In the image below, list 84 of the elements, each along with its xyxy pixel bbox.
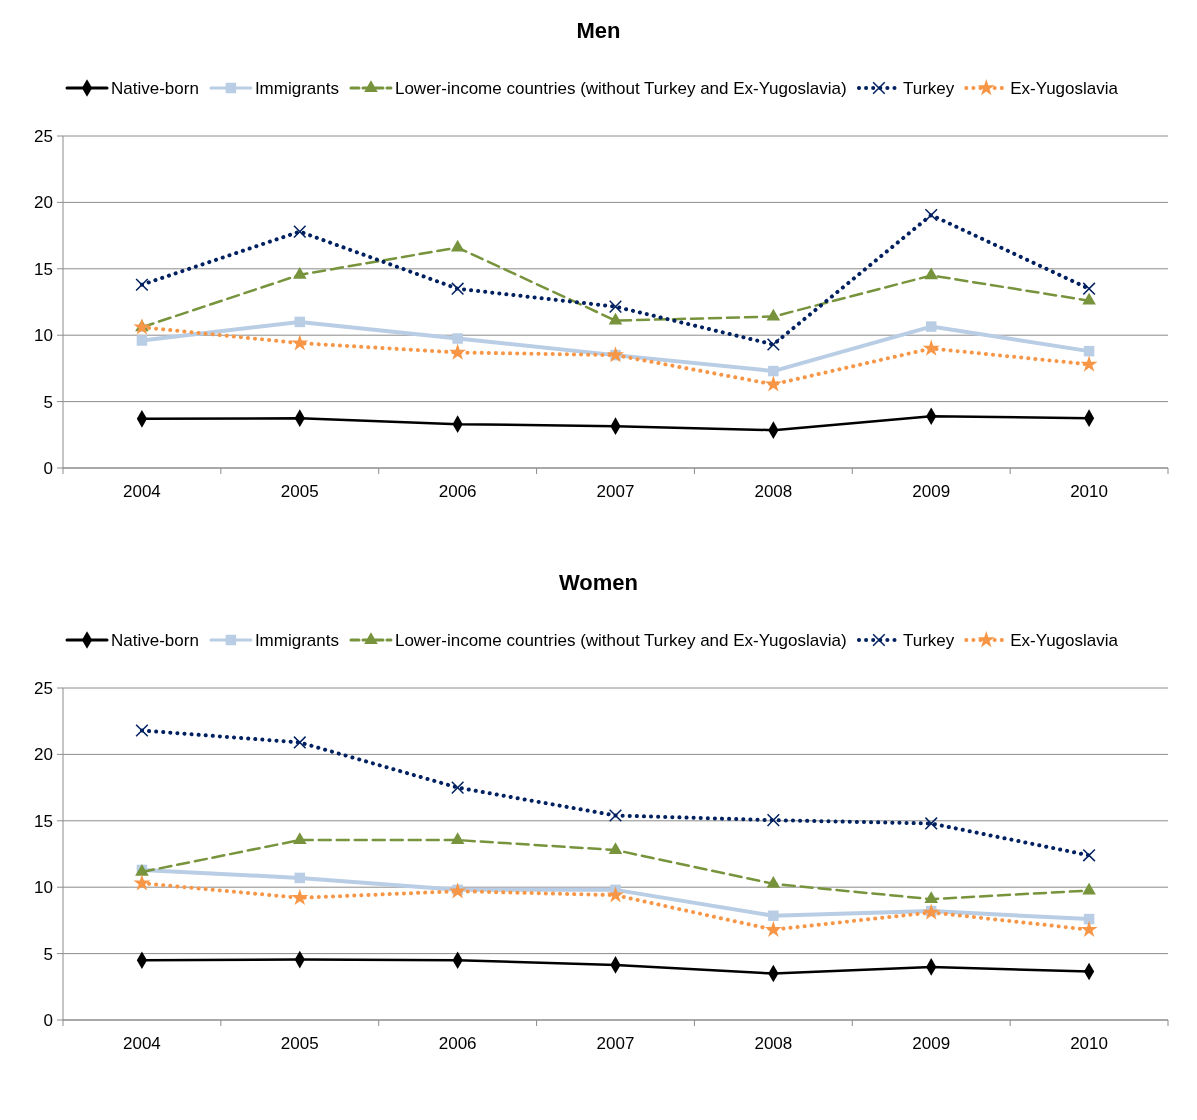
x-tick-label: 2006 [438, 1034, 477, 1053]
point [1082, 292, 1096, 305]
point [764, 375, 782, 392]
legend-label: Ex-Yugoslavia [1010, 630, 1119, 650]
point [768, 365, 779, 377]
x-tick-label: 2004 [123, 1034, 161, 1053]
x-tick-label: 2004 [123, 482, 161, 501]
y-tick-label: 20 [34, 193, 53, 213]
legend-label: Immigrants [254, 78, 339, 98]
point [449, 343, 467, 360]
point [1082, 848, 1096, 862]
x-tick-label: 2009 [912, 1034, 951, 1053]
point [924, 208, 938, 222]
point [606, 886, 625, 903]
point [294, 872, 306, 884]
x-tick-label: 2006 [438, 482, 477, 501]
point [1082, 282, 1096, 296]
chart-title: Men [576, 18, 621, 43]
point [451, 781, 465, 795]
x-tick-label: 2009 [912, 482, 951, 501]
y-tick-label: 15 [34, 811, 53, 831]
point [1083, 345, 1095, 357]
y-tick-label: 25 [34, 678, 53, 698]
point [292, 832, 307, 844]
legend-label: Turkey [902, 78, 955, 98]
point [1080, 355, 1098, 372]
point [766, 876, 781, 888]
x-tick-label: 2008 [754, 1034, 793, 1053]
point [1082, 882, 1096, 895]
point [293, 225, 307, 239]
y-tick-label: 0 [43, 1010, 53, 1030]
point [606, 346, 625, 363]
point [768, 910, 779, 921]
x-tick-label: 2008 [754, 482, 793, 501]
point [608, 808, 623, 823]
point [292, 266, 307, 279]
point [294, 316, 306, 328]
legend-label: Native-born [111, 78, 199, 98]
point [291, 334, 309, 351]
y-tick-label: 15 [34, 259, 53, 279]
point [608, 842, 623, 854]
x-tick-label: 2007 [596, 1034, 635, 1053]
point [766, 308, 781, 321]
y-tick-label: 5 [43, 392, 53, 412]
x-tick-label: 2005 [280, 482, 319, 501]
x-tick-label: 2005 [280, 1034, 319, 1053]
point [449, 882, 467, 899]
point [925, 321, 937, 332]
point [293, 735, 307, 750]
legend-label: Lower-income countries (without Turkey and Ex-Yugoslavia) [394, 630, 847, 650]
point [766, 337, 780, 352]
y-tick-label: 5 [43, 944, 53, 964]
point [133, 874, 151, 891]
legend-label: Lower-income countries (without Turkey and Ex-Yugoslavia) [394, 78, 847, 98]
x-tick-label: 2010 [1070, 482, 1108, 501]
chart-title: Women [558, 570, 639, 595]
legend-label: Ex-Yugoslavia [1010, 78, 1119, 98]
legend-label: Immigrants [254, 630, 339, 650]
point [924, 267, 939, 280]
point [450, 832, 465, 844]
point [136, 335, 148, 346]
legend-label: Turkey [902, 630, 955, 650]
point [924, 816, 938, 831]
point [608, 312, 623, 325]
x-tick-label: 2010 [1070, 1034, 1108, 1053]
legend-label: Native-born [111, 630, 199, 650]
point [766, 813, 780, 827]
x-tick-label: 2007 [596, 482, 635, 501]
point [291, 888, 309, 906]
point [135, 278, 149, 292]
point [924, 891, 939, 904]
point [135, 723, 149, 738]
y-tick-label: 25 [34, 126, 53, 146]
y-tick-label: 0 [43, 458, 53, 478]
y-tick-label: 10 [34, 326, 53, 346]
point [922, 339, 940, 356]
point [450, 239, 465, 252]
point [1080, 920, 1098, 937]
y-tick-label: 20 [34, 745, 53, 765]
point [608, 300, 623, 314]
y-tick-label: 10 [34, 878, 53, 898]
point [452, 333, 463, 344]
point [764, 920, 782, 937]
point [451, 282, 465, 296]
